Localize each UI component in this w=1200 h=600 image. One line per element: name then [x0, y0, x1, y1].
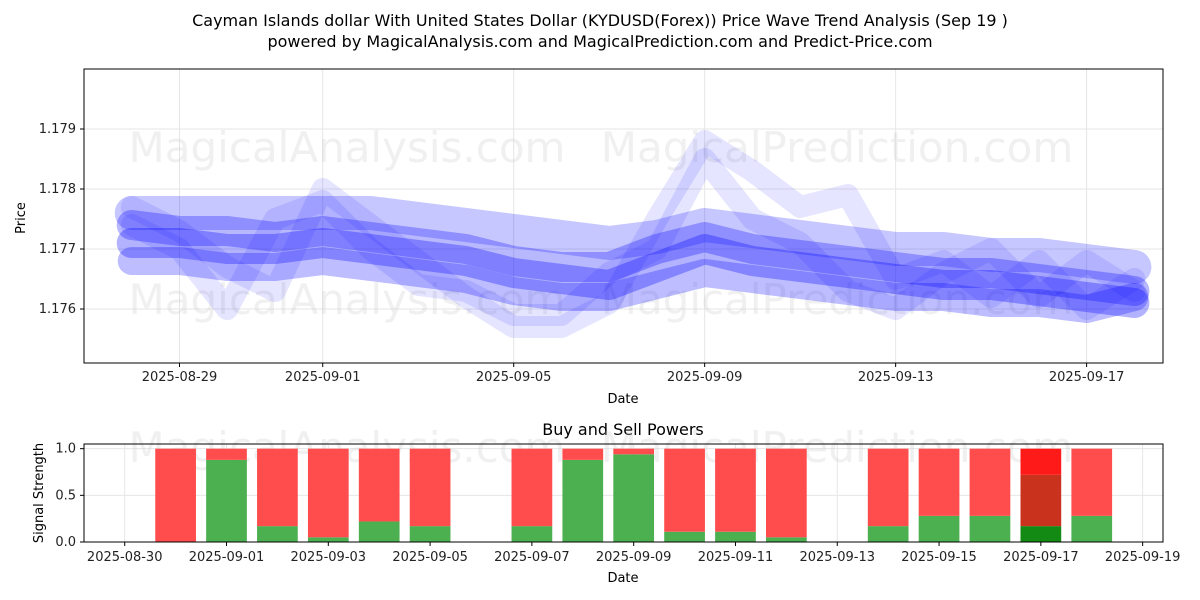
- power-y-axis-label: Signal Strength: [32, 443, 47, 543]
- buy-power-bar: [613, 454, 655, 542]
- sell-power-bar: [511, 448, 553, 527]
- today-mid-bar: [1020, 474, 1062, 527]
- buy-power-bar: [1071, 515, 1113, 542]
- sell-power-bar: [409, 448, 451, 527]
- power-x-tick-label: 2025-09-01: [189, 550, 265, 565]
- power-x-tick-label: 2025-09-13: [799, 550, 875, 565]
- buy-power-bar: [358, 521, 400, 542]
- buy-power-bar: [664, 531, 705, 542]
- price-x-tick-label: 2025-09-05: [476, 370, 552, 385]
- buy-power-bar: [511, 526, 553, 542]
- power-panel: Buy and Sell Powers MagicalAnalysis.com …: [32, 420, 1180, 586]
- price-y-tick-label: 1.178: [39, 182, 76, 197]
- power-y-ticks: 0.0 0.5 1.0: [55, 442, 84, 550]
- sell-power-bar: [664, 448, 705, 532]
- buy-power-bar: [715, 531, 756, 542]
- price-grid: [84, 69, 1163, 363]
- sell-power-bar: [715, 448, 756, 532]
- price-y-tick-label: 1.176: [39, 302, 76, 317]
- price-wave-line: [117, 247, 1149, 323]
- price-y-tick-label: 1.179: [39, 122, 76, 137]
- buy-power-bar: [969, 515, 1011, 542]
- watermark-left-top: MagicalAnalysis.com: [129, 123, 566, 172]
- watermark-right-top-2: MagicalPrediction.com: [601, 275, 1074, 324]
- buy-power-bar: [918, 515, 960, 542]
- sell-power-bar: [155, 448, 196, 542]
- power-y-tick-label: 0.0: [55, 535, 76, 550]
- sell-power-bar: [969, 448, 1011, 516]
- power-plot-frame: [83, 443, 1164, 543]
- price-x-tick-label: 2025-09-09: [667, 370, 743, 385]
- buy-power-bar: [1020, 526, 1062, 542]
- price-wave-line: [120, 148, 1146, 326]
- sell-power-bar: [867, 448, 909, 527]
- watermark-left-top-2: MagicalAnalysis.com: [129, 275, 566, 324]
- sell-power-bar: [1020, 448, 1062, 475]
- price-y-tick-label: 1.177: [39, 242, 76, 257]
- price-x-tick-label: 2025-09-17: [1049, 370, 1125, 385]
- price-panel: MagicalAnalysis.com MagicalPrediction.co…: [14, 68, 1164, 407]
- sell-power-bar: [1071, 448, 1113, 516]
- power-x-tick-label: 2025-09-07: [494, 550, 570, 565]
- sell-power-bar: [358, 448, 400, 522]
- power-x-tick-label: 2025-09-03: [291, 550, 367, 565]
- price-wave-line: [114, 196, 1152, 284]
- power-x-tick-label: 2025-09-19: [1105, 550, 1181, 565]
- power-x-tick-label: 2025-08-30: [87, 550, 163, 565]
- price-x-ticks: 2025-08-29 2025-09-01 2025-09-05 2025-09-09…: [142, 363, 1125, 385]
- price-wave-line: [116, 210, 1150, 306]
- price-wave-line: [116, 228, 1150, 318]
- sell-power-bar: [562, 448, 604, 460]
- buy-power-bar: [206, 459, 247, 542]
- price-waves: [114, 130, 1152, 338]
- power-bars: [155, 448, 1113, 542]
- power-y-tick-label: 1.0: [55, 442, 76, 457]
- buy-power-bar: [307, 537, 349, 542]
- power-x-ticks: 2025-08-30 2025-09-01 2025-09-03 2025-09-05…: [87, 542, 1180, 565]
- chart-title-line2: powered by MagicalAnalysis.com and Magic…: [267, 32, 932, 51]
- sell-power-bar: [257, 448, 298, 527]
- price-x-tick-label: 2025-09-01: [285, 370, 361, 385]
- sell-power-bar: [206, 448, 247, 460]
- sell-power-bar: [766, 448, 807, 538]
- price-y-ticks: 1.176 1.177 1.178 1.179: [39, 122, 84, 317]
- power-x-tick-label: 2025-09-09: [596, 550, 672, 565]
- power-x-tick-label: 2025-09-05: [392, 550, 468, 565]
- buy-power-bar: [867, 526, 909, 542]
- price-x-tick-label: 2025-08-29: [142, 370, 218, 385]
- sell-power-bar: [918, 448, 960, 516]
- power-x-tick-label: 2025-09-15: [901, 550, 977, 565]
- price-plot-frame: [83, 68, 1164, 364]
- sell-power-bar: [613, 448, 655, 455]
- watermark-right-top: MagicalPrediction.com: [601, 123, 1074, 172]
- sell-power-bar: [307, 448, 349, 538]
- power-x-tick-label: 2025-09-17: [1003, 550, 1079, 565]
- price-x-tick-label: 2025-09-13: [858, 370, 934, 385]
- buy-power-bar: [766, 537, 807, 542]
- buy-power-bar: [562, 459, 604, 542]
- buy-power-bar: [257, 526, 298, 542]
- price-x-axis-label: Date: [607, 392, 638, 407]
- power-x-axis-label: Date: [607, 571, 638, 586]
- price-y-axis-label: Price: [14, 202, 29, 234]
- power-x-tick-label: 2025-09-11: [698, 550, 774, 565]
- power-y-tick-label: 0.5: [55, 488, 76, 503]
- power-chart-title: Buy and Sell Powers: [542, 420, 704, 439]
- price-wave-line: [120, 130, 1146, 338]
- chart-title-line1: Cayman Islands dollar With United States…: [192, 11, 1008, 30]
- buy-power-bar: [409, 526, 451, 542]
